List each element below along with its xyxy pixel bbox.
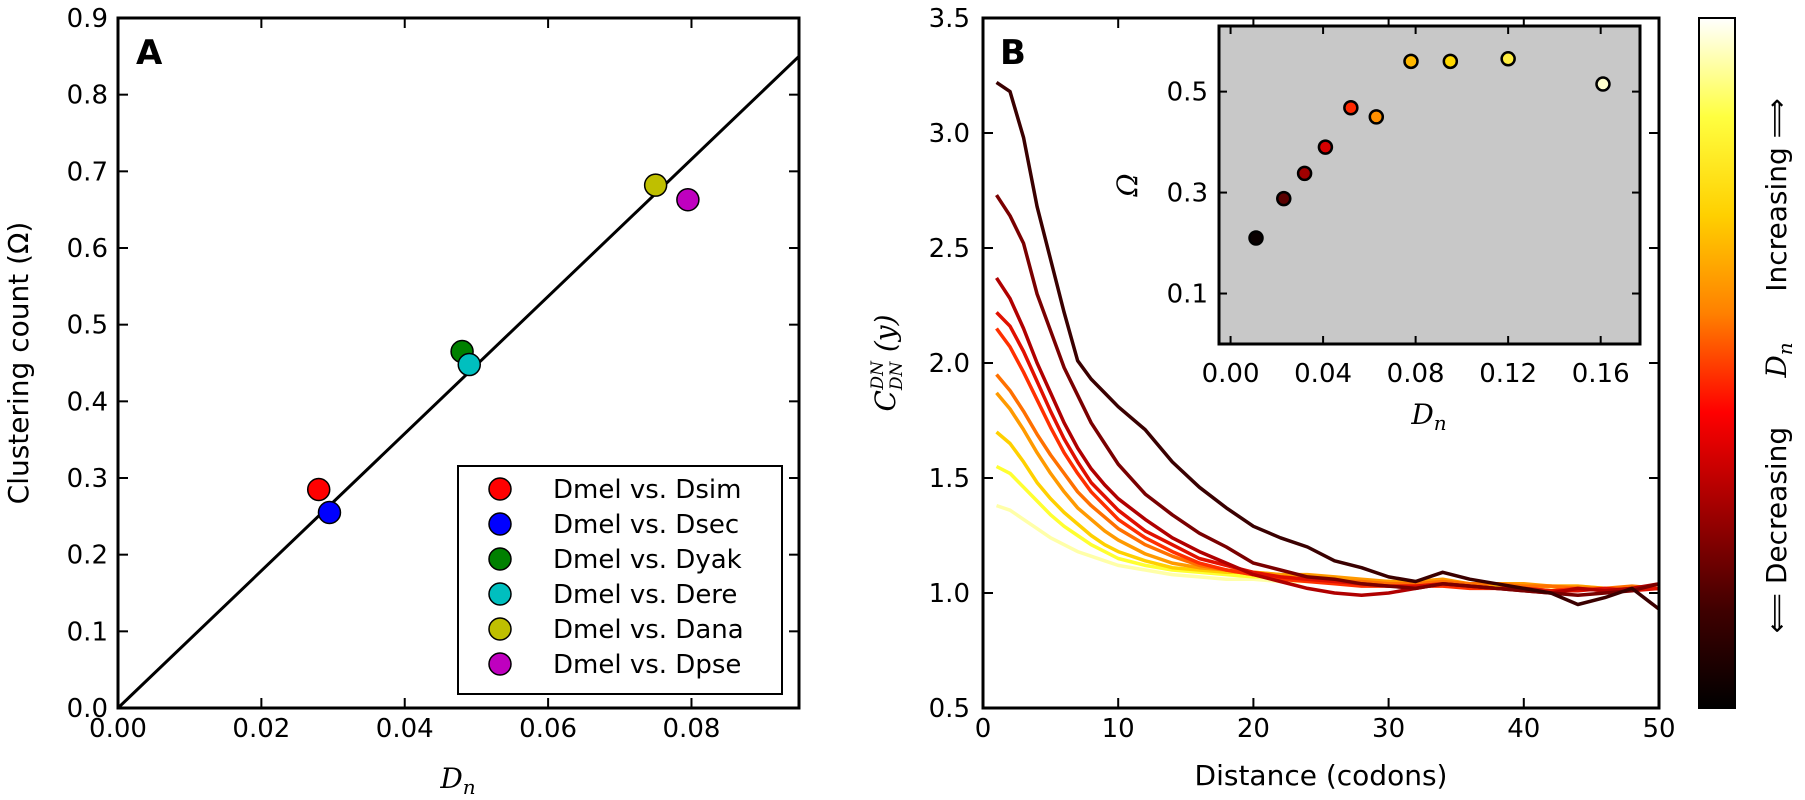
inset-data-point <box>1595 76 1611 92</box>
legend-marker <box>488 477 512 501</box>
inset-x-tick-label: 0.12 <box>1479 359 1537 389</box>
y-tick-label: 0.8 <box>67 81 108 111</box>
x-tick-label: 40 <box>1507 714 1540 744</box>
data-point <box>457 352 482 377</box>
legend-items: Dmel vs. Dsim Dmel vs. Dsec Dmel vs. Dyak D… <box>488 475 744 680</box>
panel-b-frame <box>981 16 1661 710</box>
colorbar-increasing-label: Increasing ⟹ <box>1760 98 1793 292</box>
inset-data-point <box>1442 53 1459 70</box>
colorbar: Increasing ⟹ Dn ⟸ Decreasing <box>1698 17 1797 709</box>
legend-label: Dmel vs. Dyak <box>553 545 742 575</box>
panel-b-inset: 0.00 0.04 0.08 0.12 0.16 0.1 0.3 0.5 Dn Ω <box>1111 24 1642 435</box>
inset-x-tick-label: 0.08 <box>1387 359 1445 389</box>
data-point <box>317 500 342 525</box>
inset-y-tick-label: 0.1 <box>1167 280 1208 310</box>
data-point <box>676 187 700 212</box>
legend-label: Dmel vs. Dsim <box>553 475 741 505</box>
inset-y-tick-label: 0.3 <box>1167 179 1208 209</box>
inset-data-point <box>1296 165 1313 182</box>
panel-a: 0.00 0.02 0.04 0.06 0.08 0.0 0.1 0.2 0.3 0.4 0.5 0.… <box>2 4 801 799</box>
colorbar-decreasing-label: ⟸ Decreasing <box>1760 427 1793 633</box>
data-point <box>643 173 668 197</box>
panel-b-xlabel: Distance (codons) <box>1195 759 1448 792</box>
inset-ylabel: Ω <box>1111 173 1144 197</box>
series-line <box>995 194 1659 598</box>
colorbar-label: Dn <box>1760 342 1797 378</box>
legend-marker <box>488 652 512 676</box>
colorbar-gradient <box>1698 17 1736 709</box>
y-tick-label: 3.0 <box>929 119 970 149</box>
y-tick-label: 2.0 <box>929 349 970 379</box>
y-tick-label: 0.5 <box>929 694 970 724</box>
x-tick-label: 0.02 <box>232 714 290 744</box>
inset-data-point <box>1368 109 1385 125</box>
inset-ticks: 0.00 0.04 0.08 0.12 0.16 0.1 0.3 0.5 <box>1167 26 1640 389</box>
legend-label: Dmel vs. Dana <box>553 615 744 645</box>
legend-box <box>457 465 783 695</box>
panel-a-label: A <box>136 33 163 73</box>
y-tick-label: 0.4 <box>67 387 108 417</box>
y-tick-label: 0.5 <box>67 311 108 341</box>
y-tick-label: 0.3 <box>67 464 108 494</box>
panel-a-marks <box>116 55 801 710</box>
y-tick-label: 1.5 <box>929 464 970 494</box>
inset-xlabel: Dn <box>1410 398 1446 435</box>
y-tick-label: 0.6 <box>67 234 108 264</box>
y-tick-label: 3.5 <box>929 4 970 34</box>
legend-label: Dmel vs. Dpse <box>553 650 741 680</box>
inset-y-tick-label: 0.5 <box>1167 78 1208 108</box>
fit-line <box>116 55 801 710</box>
panel-a-ylabel: Clustering count (Ω) <box>2 222 35 505</box>
inset-data-point <box>1317 139 1334 155</box>
x-tick-label: 0.06 <box>519 714 577 744</box>
y-tick-label: 1.0 <box>929 579 970 609</box>
legend-marker <box>488 512 512 536</box>
panel-b: 0 10 20 30 40 50 0.5 1.0 1.5 2.0 2.5 3.0 3.5 B Dista… <box>868 4 1676 792</box>
inset-x-tick-label: 0.00 <box>1202 359 1260 389</box>
y-tick-label: 0.2 <box>67 541 108 571</box>
legend-marker <box>488 617 512 641</box>
panel-b-lines <box>995 80 1659 611</box>
legend-marker <box>488 547 512 571</box>
inset-x-tick-label: 0.04 <box>1294 359 1352 389</box>
inset-data-point <box>1276 190 1292 207</box>
panel-b-ylabel: CDNDN (y) <box>868 314 907 411</box>
panel-a-frame <box>116 16 801 710</box>
x-tick-label: 0.04 <box>376 714 434 744</box>
y-tick-label: 0.0 <box>67 694 108 724</box>
x-tick-label: 0.00 <box>89 714 147 744</box>
inset-data-point <box>1248 230 1264 246</box>
x-tick-label: 0 <box>975 714 992 744</box>
legend-label: Dmel vs. Dsec <box>553 510 739 540</box>
y-tick-label: 0.9 <box>67 4 108 34</box>
panel-a-xlabel: Dn <box>439 762 475 799</box>
inset-x-tick-label: 0.16 <box>1572 359 1630 389</box>
x-tick-label: 50 <box>1642 714 1675 744</box>
legend-label: Dmel vs. Dere <box>553 580 737 610</box>
panel-a-legend: Dmel vs. Dsim Dmel vs. Dsec Dmel vs. Dyak D… <box>457 465 783 695</box>
y-tick-label: 0.1 <box>67 617 108 647</box>
inset-frame <box>1217 24 1642 346</box>
inset-data-point <box>1403 53 1419 70</box>
x-tick-label: 0.08 <box>663 714 721 744</box>
x-tick-label: 20 <box>1237 714 1270 744</box>
x-tick-label: 10 <box>1102 714 1135 744</box>
panel-b-label: B <box>1000 33 1026 73</box>
y-tick-label: 2.5 <box>929 234 970 264</box>
inset-marks <box>1248 51 1611 246</box>
panel-b-ticks: 0 10 20 30 40 50 0.5 1.0 1.5 2.0 2.5 3.0 3.5 <box>929 4 1676 744</box>
x-tick-label: 30 <box>1372 714 1405 744</box>
legend-marker <box>488 582 512 606</box>
y-tick-label: 0.7 <box>67 157 108 187</box>
series-line <box>995 80 1659 611</box>
inset-data-point <box>1500 51 1516 67</box>
data-point <box>306 477 331 502</box>
inset-data-point <box>1343 100 1359 116</box>
inset-plot-area <box>1219 26 1640 344</box>
